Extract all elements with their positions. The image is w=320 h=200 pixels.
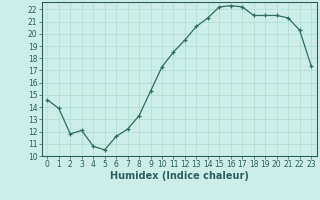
X-axis label: Humidex (Indice chaleur): Humidex (Indice chaleur) — [110, 171, 249, 181]
